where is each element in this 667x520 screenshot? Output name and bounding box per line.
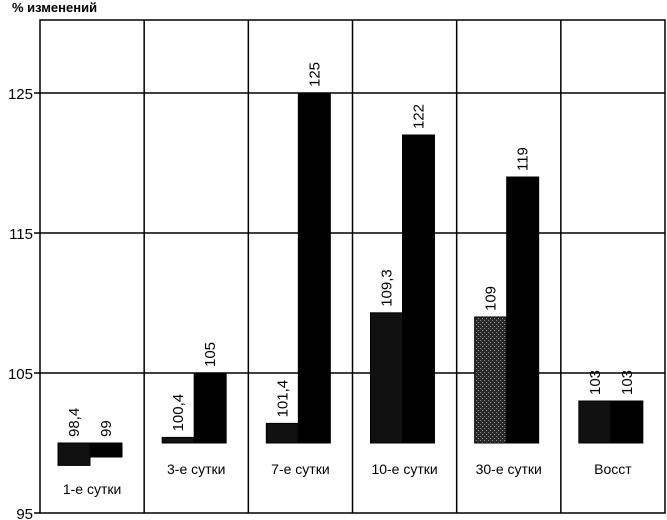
category-label-4: 30-е сутки [476, 461, 542, 477]
data-label-series1-3: 109,3 [379, 269, 396, 307]
bar-series1-0 [57, 442, 91, 466]
bar-series1-5 [578, 400, 612, 444]
data-label-series2-2: 125 [306, 62, 323, 87]
bar-series1-4 [474, 316, 508, 444]
bar-series1-1 [161, 436, 195, 444]
bar-series1-3 [370, 312, 403, 444]
bar-series2-4 [506, 176, 540, 444]
category-label-5: Восст [594, 461, 632, 477]
y-tick-label-115: 115 [9, 226, 33, 243]
bar-series1-2 [265, 422, 299, 444]
y-tick-label-95: 95 [16, 506, 33, 520]
data-label-series2-1: 105 [202, 342, 219, 367]
category-label-0: 1-е сутки [63, 481, 121, 497]
y-axis-title: % изменений [12, 0, 97, 15]
data-label-series2-3: 122 [411, 104, 428, 129]
bar-series2-0 [89, 442, 123, 458]
data-label-series1-4: 109 [483, 286, 500, 311]
bar-series2-2 [297, 92, 331, 444]
data-label-series1-2: 101,4 [274, 380, 291, 418]
data-label-series1-5: 103 [587, 370, 604, 395]
bar-series2-1 [193, 372, 227, 444]
bar-series2-3 [402, 134, 435, 444]
bar-series2-5 [610, 400, 644, 444]
data-label-series2-0: 99 [98, 420, 115, 437]
data-label-series2-5: 103 [619, 370, 636, 395]
category-label-3: 10-е сутки [371, 461, 437, 477]
y-tick-label-125: 125 [8, 86, 33, 103]
category-label-1: 3-е сутки [167, 461, 225, 477]
data-label-series2-4: 119 [515, 147, 532, 171]
data-label-series1-0: 98,4 [66, 408, 83, 437]
category-label-2: 7-е сутки [271, 461, 329, 477]
y-tick-label-105: 105 [8, 366, 33, 383]
data-label-series1-1: 100,4 [170, 394, 187, 432]
